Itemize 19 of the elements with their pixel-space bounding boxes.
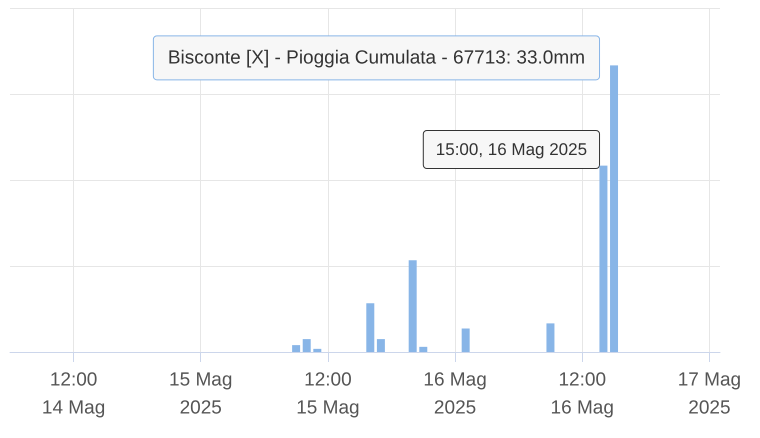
x-tick-label: 15 Mag 2025	[169, 370, 232, 418]
annotation: Bisconte [X] - Pioggia Cumulata - 67713: 33.0mm	[168, 47, 586, 68]
bar	[462, 328, 470, 352]
x-tick-label: 12:00 15 Mag	[296, 370, 360, 418]
annotation: 15:00, 16 Mag 2025	[436, 140, 588, 159]
bar	[546, 323, 554, 352]
bar	[302, 339, 311, 352]
x-tick-label: 16 Mag 2025	[423, 370, 487, 418]
x-tick-label: 17 Mag 2025	[678, 370, 742, 418]
x-tick-label: 12:00 14 Mag	[42, 370, 106, 418]
bar	[408, 260, 417, 352]
bar	[292, 345, 300, 352]
bar	[419, 346, 428, 352]
bar	[610, 65, 618, 352]
bar	[313, 348, 322, 352]
bar	[599, 166, 608, 352]
bar	[376, 339, 385, 352]
bar	[366, 303, 374, 352]
x-tick-label: 12:00 16 Mag	[550, 370, 614, 418]
